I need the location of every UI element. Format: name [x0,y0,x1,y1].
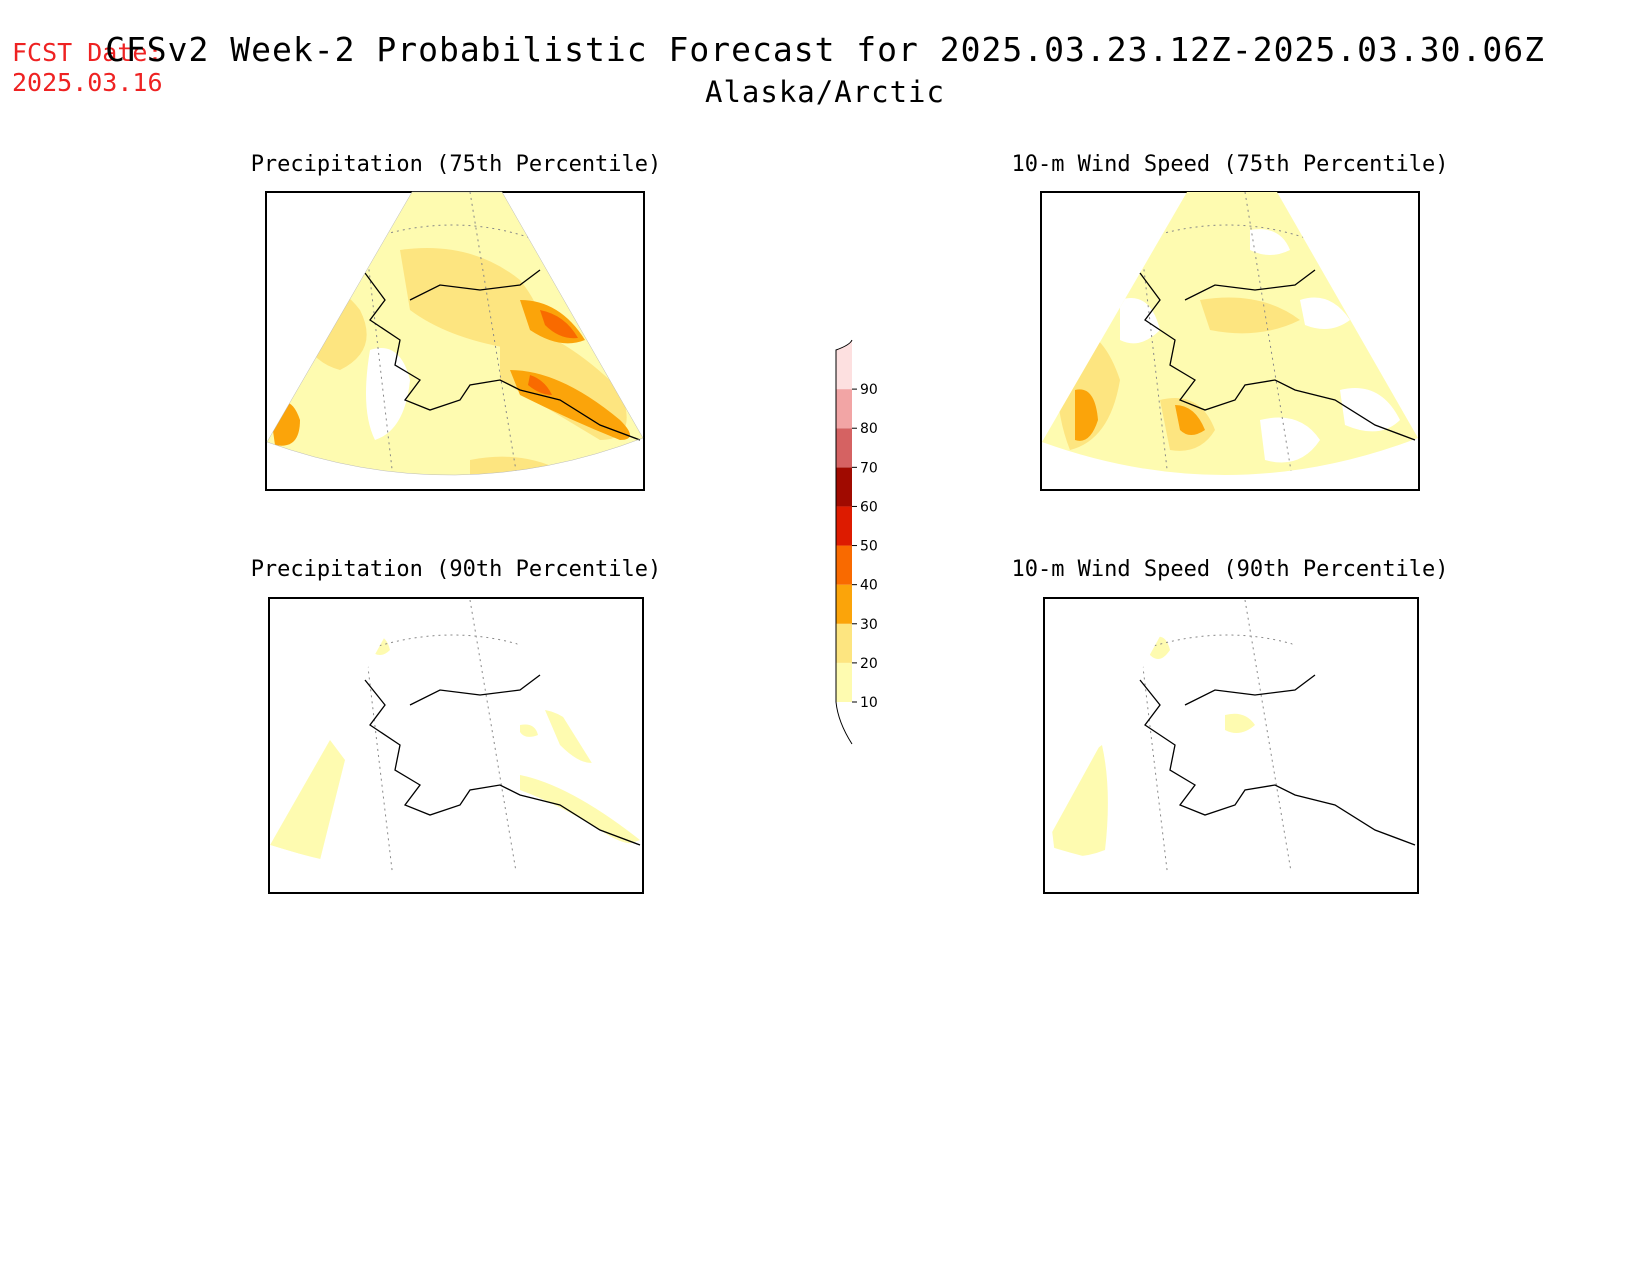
panel-title-wind-90: 10-m Wind Speed (90th Percentile) [1011,557,1449,582]
colorbar-segment [836,623,852,663]
colorbar-label: 50 [860,539,878,555]
colorbar: 10 20 30 40 50 60 70 80 90 [835,339,878,745]
map-frame [1043,597,1419,894]
coastline [364,272,641,441]
colorbar-segment [836,467,852,507]
colorbar-cap-top [836,340,852,350]
colorbar-segment [836,506,852,546]
coastline [1184,269,1316,301]
map-precip-75 [265,191,645,491]
colorbar-label: 90 [860,382,878,398]
map-wind-75 [1040,191,1420,491]
colorbar-segment [836,389,852,429]
coastline [1139,679,1416,846]
region-subtitle: Alaska/Arctic [705,75,945,109]
coastline [409,269,541,301]
colorbar-label: 70 [860,460,878,476]
coastline [1184,674,1316,706]
colorbar-label: 40 [860,578,878,594]
panel-title-precip-75: Precipitation (75th Percentile) [250,152,662,177]
colorbar-label: 20 [860,656,878,672]
colorbar-label: 60 [860,499,878,515]
colorbar-segment [836,428,852,468]
forecast-date-block: FCST Date: 2025.03.16 [12,38,163,98]
colorbar-segment [836,662,852,702]
figure-title-block: CFSv2 Week-2 Probabilistic Forecast for … [0,30,1650,109]
fcst-date-label: FCST Date: [12,38,163,67]
map-frame [268,597,644,894]
colorbar-outline [835,339,853,745]
map-wind-90 [1043,597,1419,894]
colorbar-label: 10 [860,695,878,711]
map-precip-90 [268,597,644,894]
colorbar-segment [836,545,852,585]
coastline [409,674,541,706]
panel-title-precip-90: Precipitation (90th Percentile) [250,557,662,582]
colorbar-segment [836,584,852,624]
colorbar-label: 30 [860,617,878,633]
colorbar-segment [836,350,852,390]
coastline [364,679,641,846]
colorbar-label: 80 [860,421,878,437]
figure-title: CFSv2 Week-2 Probabilistic Forecast for … [105,30,1545,69]
colorbar-cap-bottom [836,702,852,744]
fcst-date-value: 2025.03.16 [12,68,163,97]
panel-title-wind-75: 10-m Wind Speed (75th Percentile) [1011,152,1449,177]
coastline [1139,272,1416,441]
